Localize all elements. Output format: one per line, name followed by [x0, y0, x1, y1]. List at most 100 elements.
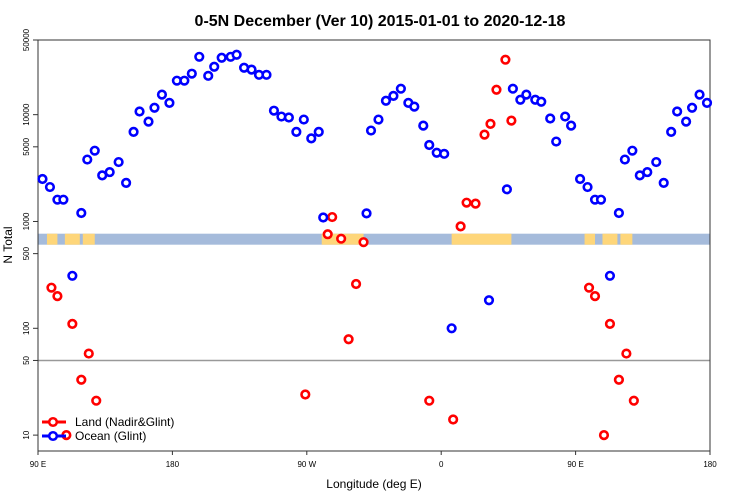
ocean-point: [694, 89, 705, 100]
y-tick-label: 5000: [22, 137, 31, 155]
land-point: [76, 374, 87, 385]
ocean-point: [104, 166, 115, 178]
x-tick-label: 90 W: [297, 460, 316, 469]
land-point: [479, 129, 490, 140]
land-point: [491, 84, 502, 95]
ocean-band: [38, 233, 710, 245]
ocean-point: [566, 120, 577, 131]
ocean-point: [156, 89, 168, 100]
ocean-point: [194, 51, 205, 62]
ocean-point: [89, 145, 100, 156]
ocean-point: [82, 154, 93, 165]
x-axis-label: Longitude (deg E): [326, 477, 421, 491]
ocean-point: [231, 49, 242, 60]
land-point: [350, 278, 362, 290]
land-point: [470, 198, 481, 209]
ocean-point: [507, 83, 518, 94]
land-band-segment: [64, 233, 80, 245]
ocean-point: [216, 52, 227, 63]
x-tick-label: 0: [439, 460, 444, 469]
land-point: [343, 334, 354, 345]
land-point: [621, 348, 632, 359]
ocean-point: [298, 114, 309, 125]
land-point: [91, 395, 102, 406]
land-point: [500, 54, 511, 65]
ocean-point: [373, 114, 384, 125]
ocean-point: [67, 270, 78, 281]
ocean-point: [627, 145, 638, 156]
ocean-point: [574, 173, 586, 185]
ocean-point: [121, 177, 132, 188]
legend-label-land: Land (Nadir&Glint): [75, 415, 174, 429]
ocean-point: [361, 208, 372, 219]
ocean-point: [283, 112, 294, 123]
land-band-segment: [584, 233, 596, 245]
ocean-point: [203, 70, 214, 81]
ocean-point: [134, 106, 145, 117]
land-band-segment: [451, 233, 512, 245]
ocean-point: [672, 106, 683, 117]
ocean-point: [446, 323, 457, 334]
y-axis-label: N Total: [1, 226, 15, 263]
ocean-point: [619, 154, 630, 165]
land-band-segment: [602, 233, 618, 245]
ocean-point: [501, 184, 513, 195]
x-tick-label: 180: [703, 460, 717, 469]
ocean-point: [701, 97, 713, 108]
x-tick-label: 90 E: [567, 460, 583, 469]
land-point: [46, 282, 57, 293]
ocean-point: [268, 105, 280, 116]
land-point: [327, 211, 338, 223]
ocean-point: [515, 94, 526, 105]
ocean-point: [37, 173, 48, 185]
land-point: [485, 118, 496, 129]
y-tick-label: 50: [22, 355, 31, 364]
ocean-point: [388, 90, 399, 101]
land-point: [83, 348, 94, 359]
x-tick-label: 90 E: [30, 460, 46, 469]
ocean-point: [291, 126, 302, 137]
y-tick-label: 10000: [22, 103, 31, 126]
land-point: [300, 389, 311, 400]
ocean-point: [365, 125, 377, 136]
land-point: [613, 374, 625, 385]
ocean-point: [686, 102, 698, 113]
land-point: [448, 414, 459, 425]
ocean-point: [149, 102, 160, 113]
ocean-point: [306, 133, 317, 144]
land-band-segment: [82, 233, 95, 245]
chart-title: 0-5N December (Ver 10) 2015-01-01 to 202…: [195, 13, 566, 30]
ocean-point: [521, 89, 532, 100]
ocean-point: [658, 177, 669, 188]
ocean-point: [209, 61, 220, 72]
data-points: [37, 49, 713, 441]
y-tick-label: 50000: [22, 28, 31, 51]
ocean-point: [582, 181, 593, 193]
land-point: [424, 395, 435, 406]
ocean-point: [179, 75, 190, 86]
ocean-point: [545, 113, 556, 124]
land-point: [67, 318, 78, 329]
land-point: [604, 318, 616, 329]
legend-entry-land: Land (Nadir&Glint): [42, 415, 174, 429]
ocean-point: [681, 116, 692, 127]
plot-frame: [37, 39, 711, 452]
ocean-point: [261, 69, 272, 80]
y-tick-label: 100: [22, 321, 31, 335]
ocean-point: [113, 156, 124, 168]
y-tick-label: 500: [22, 246, 31, 260]
ocean-point: [604, 270, 616, 281]
ocean-point: [560, 111, 571, 122]
ocean-point: [318, 212, 329, 223]
ocean-point: [483, 295, 495, 306]
ocean-point: [418, 120, 429, 131]
x-tick-label: 180: [166, 460, 180, 469]
y-tick-label: 10: [22, 430, 31, 439]
ocean-point: [613, 207, 625, 219]
land-point: [589, 291, 601, 302]
ocean-point: [536, 96, 547, 107]
legend-entry-ocean: Ocean (Glint): [42, 429, 146, 443]
land-point: [322, 229, 333, 240]
land-band-segment: [620, 233, 633, 245]
